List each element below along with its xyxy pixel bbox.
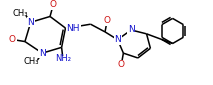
- Text: O: O: [49, 0, 56, 9]
- Text: O: O: [118, 60, 125, 69]
- Text: O: O: [104, 16, 111, 25]
- Text: NH: NH: [66, 24, 80, 33]
- Text: O: O: [9, 35, 16, 44]
- Text: CH₃: CH₃: [12, 9, 28, 18]
- Text: CH₃: CH₃: [24, 57, 39, 66]
- Text: N: N: [39, 49, 46, 58]
- Text: N: N: [114, 35, 121, 44]
- Text: N: N: [27, 18, 34, 27]
- Text: NH₂: NH₂: [56, 54, 72, 63]
- Text: N: N: [128, 26, 134, 35]
